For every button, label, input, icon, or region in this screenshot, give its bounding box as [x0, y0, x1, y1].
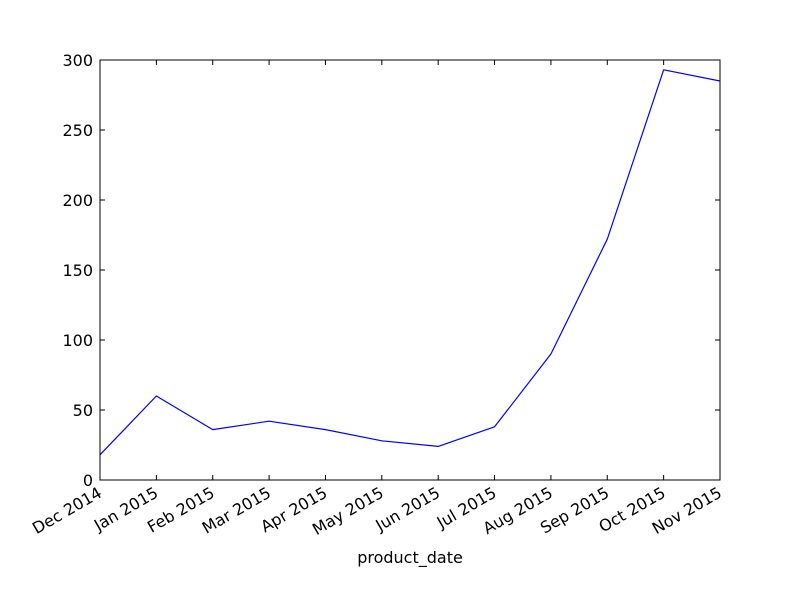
- y-tick-label: 250: [62, 121, 93, 140]
- plot-frame: [99, 59, 721, 481]
- series-layer: [99, 69, 721, 456]
- y-tick-label: 100: [62, 331, 93, 350]
- y-tick-label: 150: [62, 261, 93, 280]
- y-tick-label: 0: [83, 471, 93, 490]
- x-axis-label: product_date: [357, 548, 463, 568]
- y-tick-label: 300: [62, 51, 93, 70]
- y-tick-label: 200: [62, 191, 93, 210]
- plot-area: [99, 59, 721, 481]
- y-tick-label: 50: [73, 401, 93, 420]
- series-line-0: [99, 69, 721, 456]
- y-axis-tick-labels: 0 50 100 150 200 250 300: [62, 51, 93, 490]
